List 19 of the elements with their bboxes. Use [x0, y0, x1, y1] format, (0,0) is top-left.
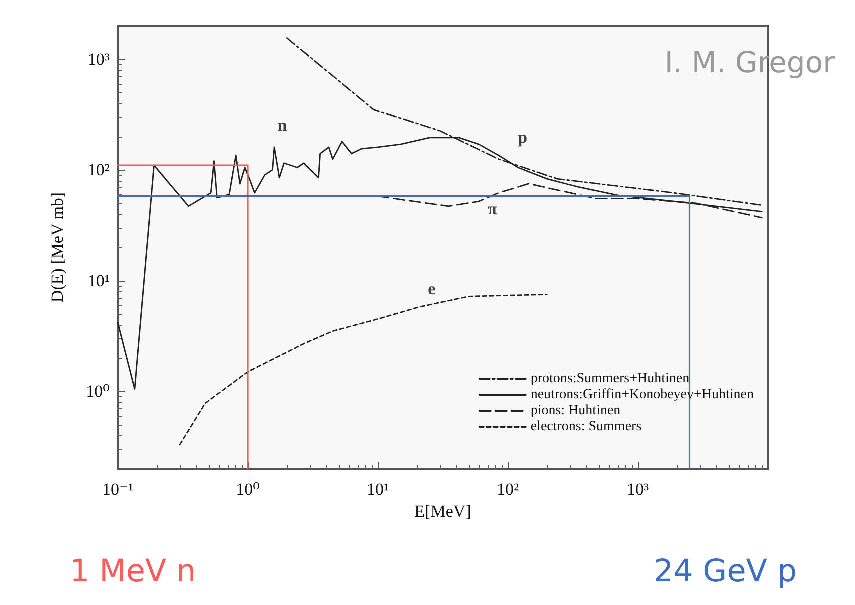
y-tick-label: 10²: [88, 160, 110, 180]
x-tick-label: 10¹: [366, 480, 390, 499]
x-tick-label: 10⁰: [236, 480, 260, 499]
x-axis-title: E[MeV]: [414, 502, 472, 521]
x-tick-label: 10⁻¹: [102, 480, 134, 499]
text: 24 GeV p: [654, 554, 798, 590]
annotation: p: [518, 128, 528, 147]
y-tick-label: 10¹: [88, 271, 110, 290]
annotation: π: [488, 200, 498, 219]
x-tick-label: 10³: [626, 480, 650, 499]
y-axis-title: D(E) [MeV mb]: [48, 192, 67, 303]
text: 1 MeV n: [70, 554, 196, 590]
annotation: e: [428, 280, 436, 299]
annotation: n: [278, 116, 288, 135]
x-tick-label: 10²: [496, 480, 520, 499]
legend-label: pions: Huhtinen: [530, 404, 621, 418]
y-tick-label: 10⁰: [86, 382, 110, 402]
legend-label: electrons: Summers: [530, 420, 642, 434]
y-tick-label: 10³: [88, 50, 110, 69]
